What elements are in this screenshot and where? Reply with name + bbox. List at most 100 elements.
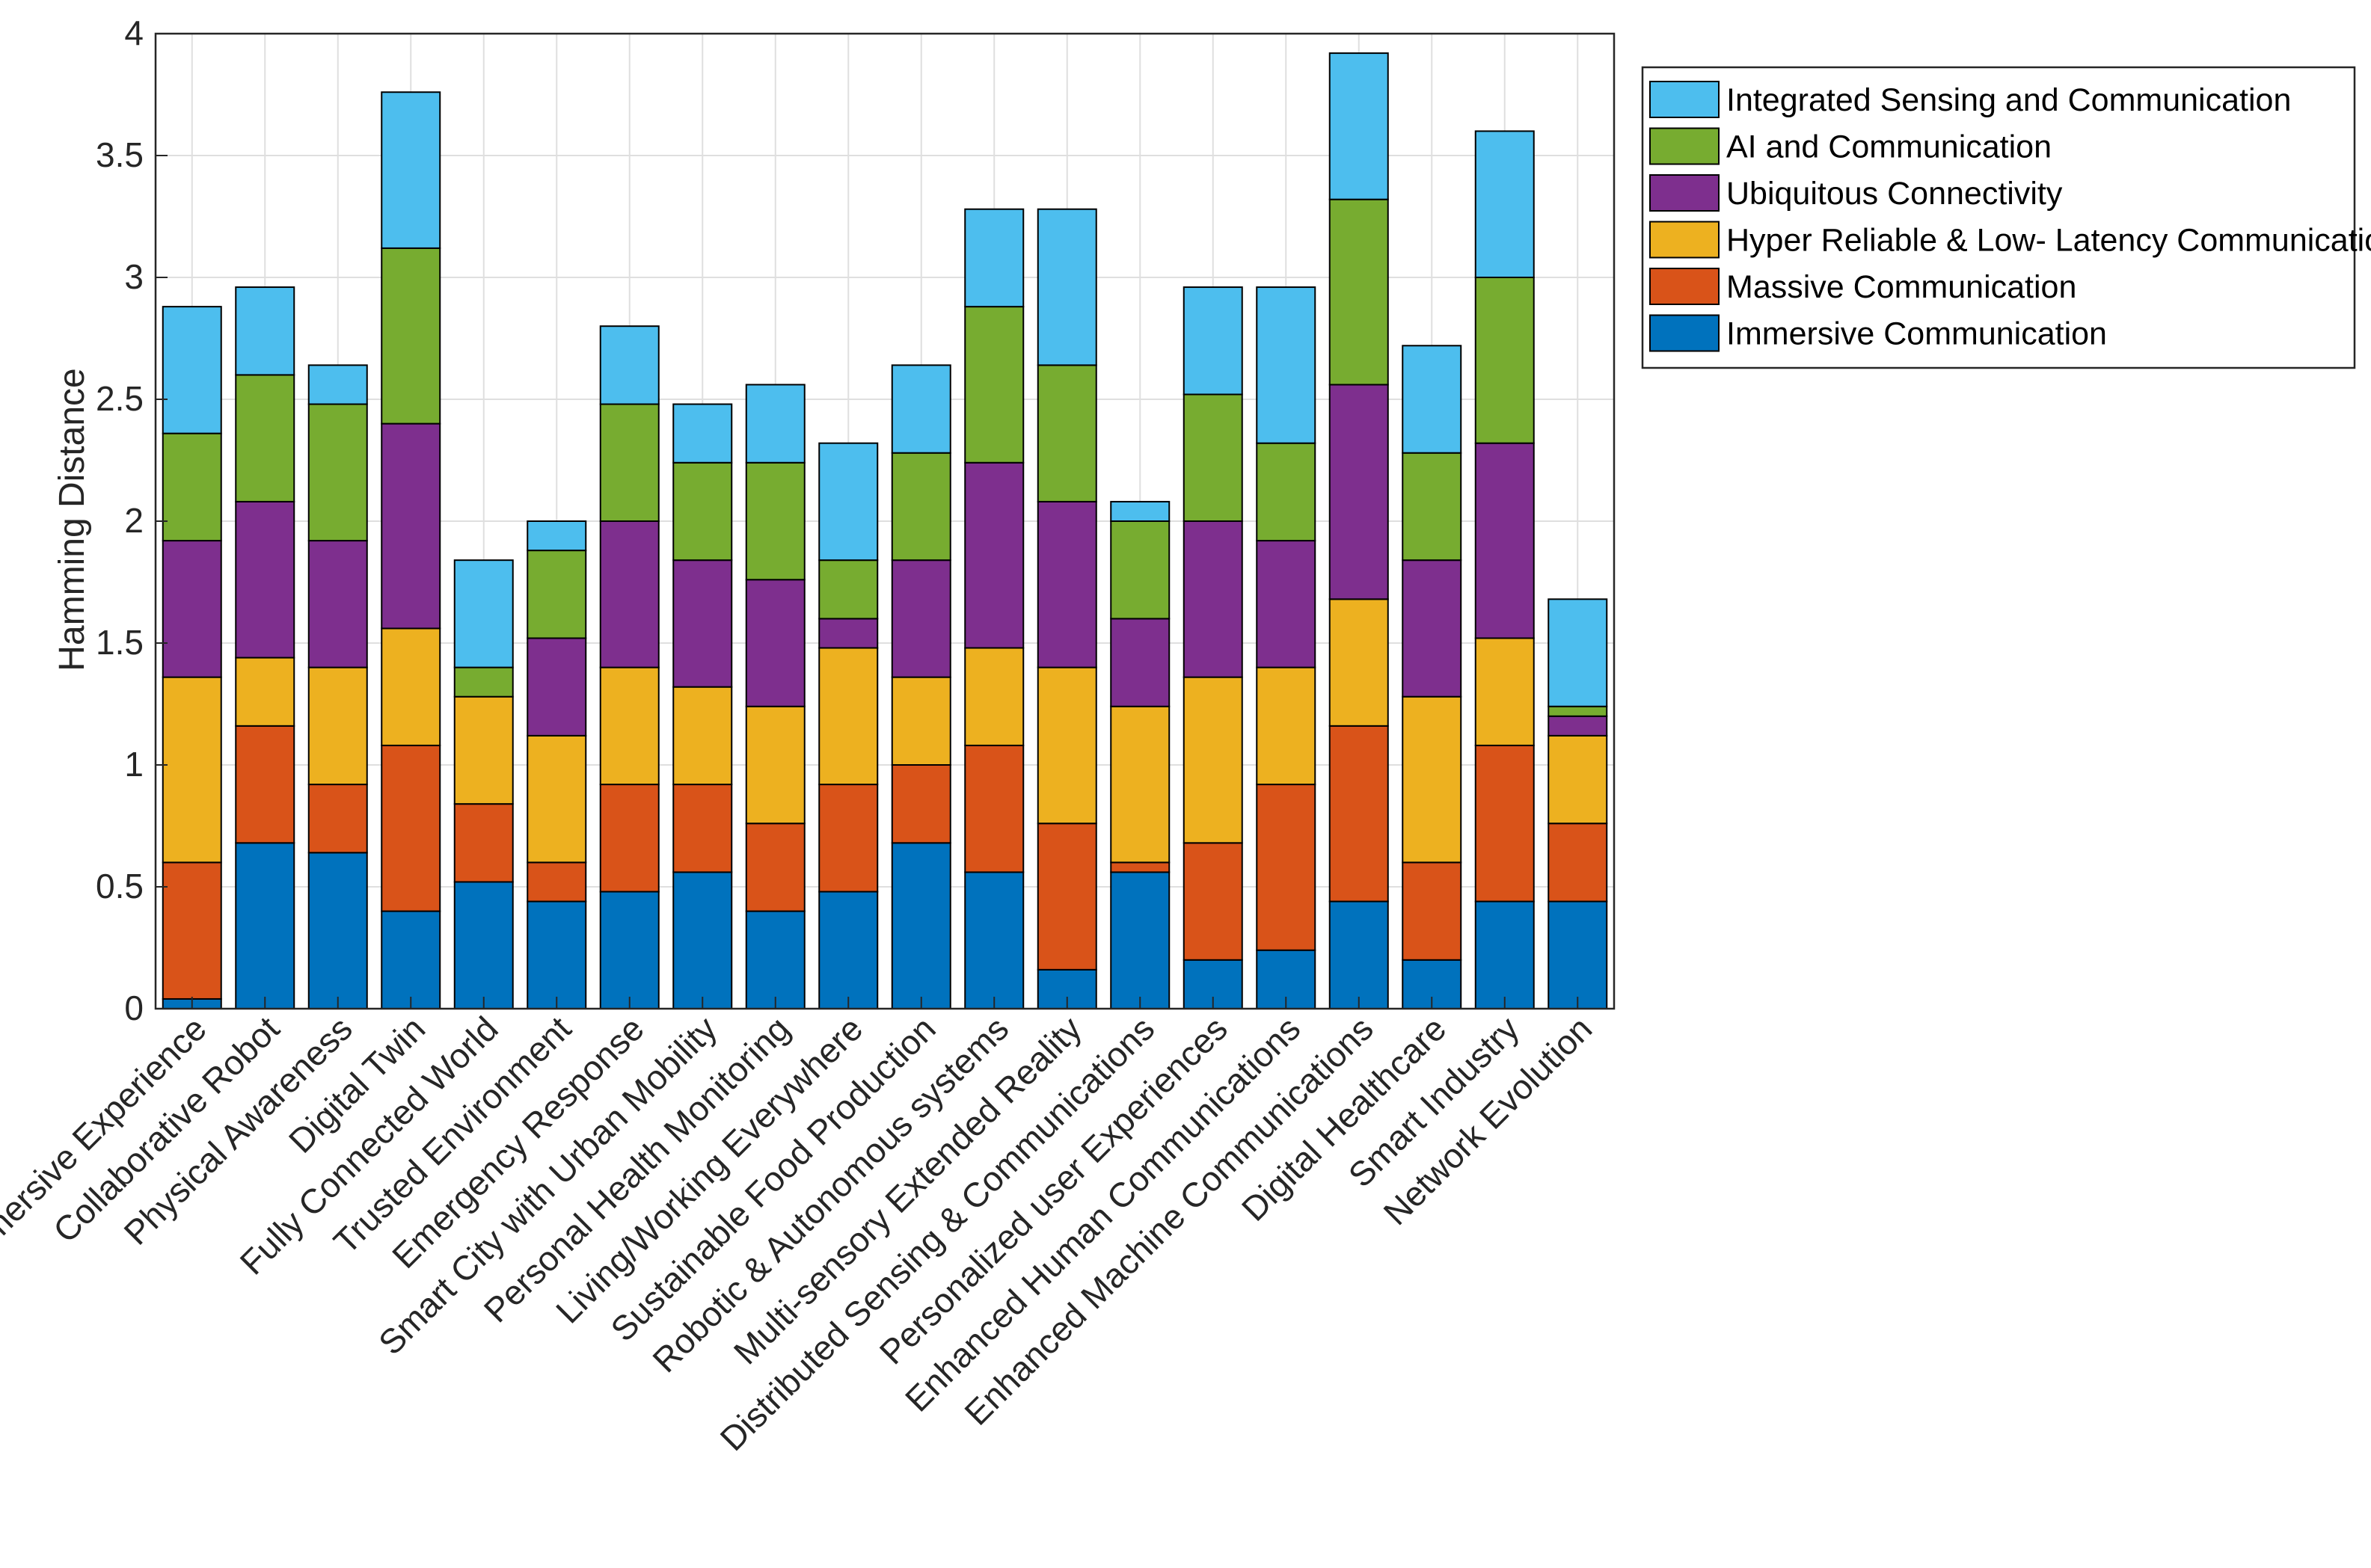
bar-segment: [1548, 823, 1608, 903]
bar-segment: [891, 842, 951, 1009]
bar-segment: [1328, 725, 1389, 903]
bar-segment: [527, 550, 587, 639]
legend-entry: Immersive Communication: [1726, 316, 2107, 352]
bar-segment: [453, 695, 514, 805]
bar-segment: [453, 803, 514, 883]
bar-segment: [818, 891, 879, 1010]
bar-segment: [453, 666, 514, 698]
y-axis-label: Hamming Distance: [52, 368, 92, 671]
bar-segment: [1256, 442, 1316, 542]
bar-segment: [1474, 637, 1535, 746]
bar-segment: [599, 325, 660, 405]
bar-segment: [964, 306, 1025, 464]
bar-segment: [307, 852, 368, 1009]
bar-segment: [964, 871, 1025, 1009]
y-tick-label: 4: [124, 13, 144, 52]
y-tick-label: 1.5: [96, 623, 144, 662]
bar-segment: [1183, 286, 1243, 396]
bar-segment: [891, 364, 951, 454]
bar-segment: [381, 744, 441, 912]
bar-segment: [745, 461, 806, 581]
bar-segment: [1110, 500, 1171, 522]
y-tick-label: 2: [124, 501, 144, 540]
bar-segment: [1402, 861, 1462, 961]
bar-segment: [1328, 384, 1389, 600]
bar-segment: [964, 744, 1025, 873]
legend-swatch: [1649, 268, 1720, 305]
bar-segment: [1474, 744, 1535, 903]
bar-segment: [818, 647, 879, 786]
bar-segment: [1402, 452, 1462, 562]
y-tick-labels: 0 0.5 1 1.5 2 2.5 3 3.5 4: [96, 13, 144, 1027]
bar-segment: [381, 910, 441, 1009]
legend-swatch: [1649, 221, 1720, 259]
legend-entry: Hyper Reliable & Low- Latency Communicat…: [1726, 223, 2371, 259]
bar-segment: [599, 784, 660, 893]
bar-segment: [818, 559, 879, 620]
bar-segment: [527, 637, 587, 737]
y-tick-label: 3.5: [96, 135, 144, 174]
bar-segment: [527, 861, 587, 903]
bar-segment: [672, 559, 733, 688]
bar-segment: [307, 364, 368, 405]
bar-segment: [1110, 861, 1171, 873]
legend-entry: Integrated Sensing and Communication: [1726, 82, 2291, 118]
bar-segment: [599, 666, 660, 786]
bar-segment: [745, 384, 806, 464]
bar-segment: [1183, 676, 1243, 844]
bar-segment: [1037, 500, 1097, 668]
bar-segment: [527, 900, 587, 1010]
axes-box: [154, 32, 1616, 1010]
bar-segment: [818, 442, 879, 562]
bar-segment: [1474, 130, 1535, 278]
bar-segment: [1110, 705, 1171, 864]
bar-segment: [964, 461, 1025, 649]
bar-segment: [1402, 695, 1462, 864]
grid-lines: [156, 33, 1614, 1009]
bar-segment: [381, 247, 441, 425]
legend-box: [1641, 66, 2356, 369]
bar-segment: [235, 500, 295, 659]
bar-segment: [745, 579, 806, 707]
bar-segment: [599, 520, 660, 668]
bar-segment: [162, 676, 222, 864]
bar-segment: [235, 842, 295, 1009]
legend-swatch: [1649, 314, 1720, 352]
bar-segment: [672, 871, 733, 1009]
y-tick-label: 0.5: [96, 867, 144, 906]
bar-segment: [162, 861, 222, 1000]
bar-segment: [891, 764, 951, 844]
bar-segment: [1183, 393, 1243, 522]
bar-segment: [1548, 598, 1608, 707]
bar-segment: [1548, 900, 1608, 1010]
y-tick-label: 2.5: [96, 379, 144, 418]
bar-segment: [235, 374, 295, 502]
bar-segment: [1402, 345, 1462, 454]
bar-segment: [891, 559, 951, 678]
legend-swatch: [1649, 174, 1720, 212]
bar-segment: [1183, 520, 1243, 678]
bar-segment: [307, 666, 368, 786]
bar-segment: [1256, 666, 1316, 786]
bar-segment: [1474, 277, 1535, 444]
bar-segment: [307, 403, 368, 542]
bar-segment: [964, 647, 1025, 746]
bar-segment: [1110, 871, 1171, 1009]
bar-segment: [1548, 715, 1608, 737]
bar-segment: [672, 461, 733, 562]
bar-segment: [1110, 618, 1171, 707]
bar-segment: [1037, 823, 1097, 971]
bar-segment: [235, 725, 295, 844]
bar-segment: [964, 208, 1025, 308]
bar-segment: [453, 559, 514, 668]
bar-segment: [381, 627, 441, 746]
bar-segment: [381, 91, 441, 249]
bar-segment: [1183, 842, 1243, 961]
bar-segment: [1328, 198, 1389, 386]
bar-segment: [1256, 286, 1316, 444]
legend-entry: AI and Communication: [1726, 129, 2052, 165]
bar-segment: [745, 705, 806, 825]
bar-segment: [1402, 559, 1462, 698]
bar-segment: [453, 881, 514, 1009]
